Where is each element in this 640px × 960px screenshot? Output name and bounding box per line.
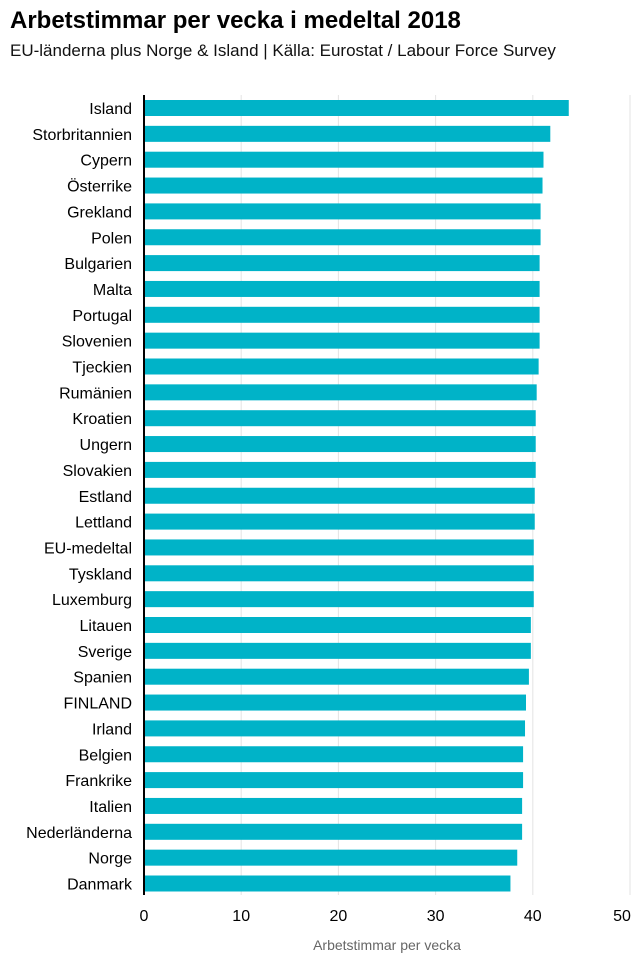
category-label: Belgien [79,747,132,764]
category-labels: Island Storbritannien Cypern Österrike Grekl… [26,101,133,894]
category-label: Danmark [67,877,133,894]
bar [144,772,524,789]
category-label: Österrike [67,178,132,196]
category-label: Tjeckien [72,360,132,377]
bar [144,436,536,453]
x-tick-label: 50 [613,908,631,925]
category-label: Portugal [72,308,132,325]
bar [144,151,544,168]
bars [144,100,569,892]
category-label: Luxemburg [52,592,132,609]
bar [144,849,518,866]
bar [144,797,523,814]
x-tick-label: 20 [330,908,348,925]
category-label: Nederländerna [26,825,132,842]
chart-title: Arbetstimmar per vecka i medeltal 2018 [10,7,461,34]
category-label: Malta [93,282,132,299]
bar [144,487,535,504]
category-label: Cypern [80,153,132,170]
category-label: Lettland [75,515,132,532]
bar [144,461,536,478]
bar [144,823,523,840]
bar [144,617,531,633]
category-label: Norge [88,851,132,868]
bar [144,513,535,530]
x-tick-label: 10 [232,908,250,925]
category-label: Storbritannien [32,127,132,144]
category-label: Tyskland [69,566,132,583]
category-label: Slovenien [62,334,132,351]
bar [144,565,534,582]
category-label: Grekland [67,204,132,221]
bar [144,332,540,349]
bar [144,591,534,608]
category-label: Bulgarien [64,256,132,273]
bar [144,746,524,763]
category-label: Litauen [80,618,133,635]
category-label: Italien [89,799,132,816]
bar [144,229,541,246]
category-label: Ungern [80,437,132,454]
bar [144,306,540,323]
category-label: Polen [91,230,132,247]
bar [144,358,539,375]
category-label: Island [89,101,132,118]
bar [144,642,531,659]
bar [144,668,529,685]
bar [144,177,543,194]
bar [144,203,541,220]
x-axis-title: Arbetstimmar per vecka [313,937,461,953]
category-label: EU-medeltal [44,540,132,557]
bar [144,255,540,272]
bar [144,280,540,297]
bar [144,410,536,427]
category-label: FINLAND [64,696,132,713]
category-label: Frankrike [65,773,132,790]
bar [144,539,534,556]
x-tick-labels: 0 10 20 30 40 50 [140,908,631,925]
x-tick-label: 0 [140,908,149,925]
x-tick-label: 40 [524,908,542,925]
category-label: Sverige [78,644,132,661]
category-label: Kroatien [72,411,132,428]
bar [144,875,511,892]
category-label: Irland [92,721,132,738]
bar [144,720,526,737]
category-label: Rumänien [59,385,132,402]
x-tick-label: 30 [427,908,445,925]
bar [144,384,537,401]
bar [144,100,569,116]
chart-subtitle: EU-länderna plus Norge & Island | Källa:… [10,41,556,60]
category-label: Slovakien [63,463,132,480]
category-label: Spanien [73,670,132,687]
bar [144,125,551,142]
bar [144,694,526,711]
category-label: Estland [79,489,132,506]
